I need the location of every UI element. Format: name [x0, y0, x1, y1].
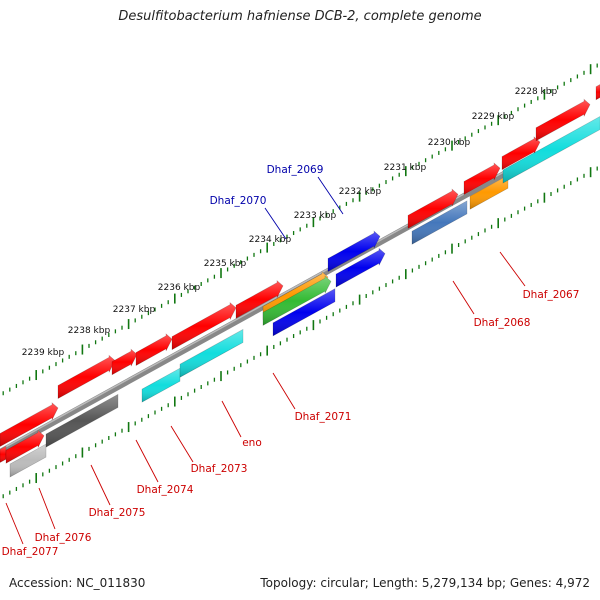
gene-dhaf-2067[interactable]	[469, 174, 509, 210]
leader-dhaf-2074	[135, 439, 159, 483]
gene-dhaf-2080-shade	[0, 446, 6, 463]
gene-dhaf-2062[interactable]	[595, 84, 600, 101]
tick-label: 2230 kbp	[428, 138, 471, 148]
gene-dhaf-2062-shade	[596, 84, 600, 100]
gene-eno[interactable]	[179, 328, 244, 378]
gene-dhaf-2067-b-shade	[503, 116, 600, 184]
leader-dhaf-2076	[38, 487, 56, 530]
tick-track-inner	[2, 166, 598, 499]
gene-dhaf-2067-shade	[470, 175, 508, 210]
leader-dhaf-2071	[272, 372, 296, 410]
leader-dhaf-2068	[452, 280, 475, 315]
gene-label-dhaf-2067[interactable]: Dhaf_2067	[523, 289, 580, 301]
gene-dhaf-2070-b[interactable]	[262, 275, 332, 326]
tick-label: 2236 kbp	[158, 283, 201, 293]
leader-dhaf-2075	[90, 464, 111, 506]
gene-dhaf-2071-shade	[236, 280, 283, 319]
tick-label: 2228 kbp	[515, 87, 558, 97]
gene-dhaf-2077-f[interactable]	[111, 348, 138, 376]
gene-label-dhaf-2074[interactable]: Dhaf_2074	[137, 484, 194, 496]
genome-backbone-highlight	[0, 118, 600, 451]
gene-dhaf-2078-shade	[58, 355, 115, 399]
gene-dhaf-2075-shade	[46, 394, 118, 448]
gene-label-dhaf-2071[interactable]: Dhaf_2071	[295, 411, 352, 423]
gene-dhaf-2069-shade	[328, 231, 380, 272]
gene-label-dhaf-2077[interactable]: Dhaf_2077	[2, 546, 59, 558]
gene-dhaf-2079[interactable]	[0, 402, 59, 447]
gene-dhaf-2065[interactable]	[463, 162, 501, 196]
gene-dhaf-2065-shade	[464, 162, 500, 195]
leader-eno	[221, 400, 242, 438]
gene-dhaf-2076-f[interactable]	[135, 333, 173, 366]
gene-features[interactable]	[0, 84, 600, 478]
gene-dhaf-2069-b-shade	[336, 248, 385, 288]
gene-dhaf-2076-shade	[10, 444, 46, 477]
gene-dhaf-2070-shade	[273, 288, 335, 336]
gene-dhaf-2070[interactable]	[272, 288, 336, 337]
gene-label-dhaf-2075[interactable]: Dhaf_2075	[89, 507, 146, 519]
gene-dhaf-2074[interactable]	[141, 367, 181, 403]
gene-dhaf-2074-shade	[142, 368, 180, 403]
gene-dhaf-2066[interactable]	[407, 188, 459, 229]
tick-label: 2238 kbp	[68, 326, 111, 336]
gene-label-dhaf-2069[interactable]: Dhaf_2069	[267, 164, 324, 176]
gene-dhaf-2072-shade	[172, 302, 236, 350]
tick-label: 2232 kbp	[339, 187, 382, 197]
tick-label: 2234 kbp	[249, 235, 292, 245]
gene-dhaf-2063[interactable]	[535, 98, 591, 142]
gene-dhaf-2066-shade	[408, 189, 458, 229]
accession-text: Accession: NC_011830	[9, 576, 146, 590]
gene-dhaf-2068[interactable]	[411, 200, 468, 245]
gene-dhaf-2076[interactable]	[9, 443, 47, 478]
gene-label-dhaf-2068[interactable]: Dhaf_2068	[474, 317, 531, 329]
tick-label: 2239 kbp	[22, 348, 65, 358]
gene-dhaf-2075[interactable]	[45, 393, 119, 448]
gene-dhaf-2064[interactable]	[501, 136, 541, 171]
label-leader-lines	[5, 176, 526, 545]
gene-dhaf-2071[interactable]	[235, 280, 284, 319]
gene-labels[interactable]: Dhaf_2069 Dhaf_2070 Dhaf_2067 Dhaf_2068 Dhaf…	[2, 164, 580, 558]
tick-label: 2231 kbp	[384, 163, 427, 173]
tick-track-outer	[2, 63, 598, 396]
gene-dhaf-2069[interactable]	[327, 230, 381, 273]
gene-dhaf-2080[interactable]	[0, 445, 7, 463]
gene-label-dhaf-2070[interactable]: Dhaf_2070	[210, 195, 267, 207]
gene-dhaf-2067-b[interactable]	[502, 116, 600, 184]
leader-dhaf-2070	[264, 207, 287, 240]
gene-dhaf-2079-shade	[0, 402, 58, 447]
leader-dhaf-2067	[499, 251, 526, 287]
gene-label-dhaf-2073[interactable]: Dhaf_2073	[191, 463, 248, 475]
gene-label-eno[interactable]: eno	[242, 437, 262, 449]
gene-dhaf-2069-b[interactable]	[335, 247, 386, 288]
gene-dhaf-2064-shade	[502, 136, 540, 170]
gene-label-dhaf-2076[interactable]: Dhaf_2076	[35, 532, 92, 544]
tick-label: 2235 kbp	[204, 259, 247, 269]
tick-label: 2237 kbp	[113, 305, 156, 315]
tick-labels: 2228 kbp 2229 kbp 2230 kbp 2231 kbp 2232 kbp…	[22, 87, 558, 358]
gene-dhaf-2077[interactable]	[5, 429, 45, 464]
tick-label: 2229 kbp	[472, 112, 515, 122]
genome-summary-text: Topology: circular; Length: 5,279,134 bp…	[260, 576, 590, 590]
gene-dhaf-2072[interactable]	[171, 301, 237, 351]
tick-label: 2233 kbp	[294, 211, 337, 221]
gene-dhaf-2077-shade	[6, 430, 44, 464]
leader-dhaf-2077	[5, 502, 24, 545]
gene-dhaf-2077-f-shade	[112, 349, 137, 375]
leader-dhaf-2069	[317, 176, 344, 215]
leader-dhaf-2073	[170, 425, 194, 463]
gene-eno-shade	[180, 329, 243, 378]
gene-dhaf-2070-b-shade	[263, 276, 331, 326]
gene-dhaf-2076-f-shade	[136, 333, 172, 366]
map-title: Desulfitobacterium hafniense DCB-2, comp…	[118, 9, 482, 24]
gene-dhaf-2063-shade	[536, 99, 590, 141]
gene-dhaf-2068-shade	[412, 200, 467, 245]
